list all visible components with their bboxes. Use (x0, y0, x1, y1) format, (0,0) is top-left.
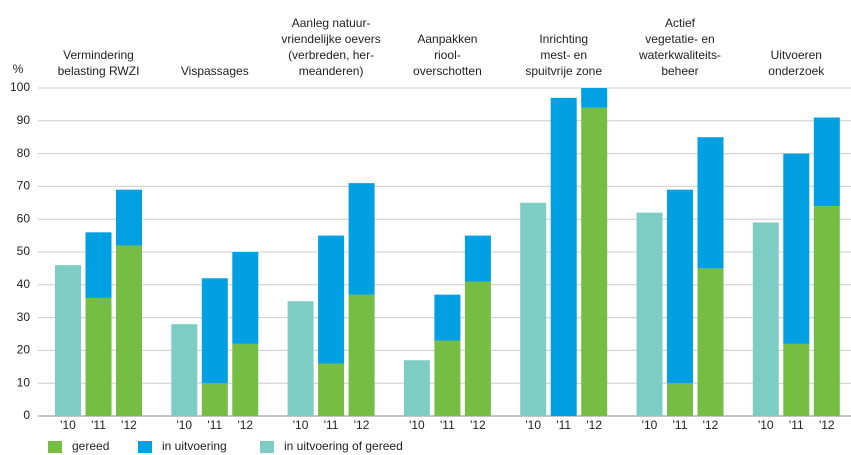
x-tick-label: '10 (60, 418, 76, 432)
x-tick-label: '10 (758, 418, 774, 432)
legend-label: gereed (72, 439, 109, 453)
bar (752, 222, 779, 416)
x-tick-label: '11 (556, 418, 571, 432)
x-tick-label: '10 (409, 418, 425, 432)
bar (116, 189, 142, 246)
x-tick-label: '11 (207, 418, 222, 432)
bar (464, 281, 491, 416)
y-tick-label: 90 (17, 113, 31, 127)
bar (403, 360, 430, 416)
group-label: overschotten (413, 64, 482, 78)
bar (348, 294, 375, 416)
bar (783, 343, 810, 416)
x-tick-label: '12 (354, 418, 370, 432)
group-label: belasting RWZI (58, 64, 140, 78)
x-tick-label: '11 (789, 418, 804, 432)
group-label: Actief (665, 16, 696, 30)
bar (232, 343, 259, 416)
group-label: Vermindering (63, 48, 134, 62)
bar (550, 97, 577, 416)
bar (318, 235, 345, 364)
bar (783, 153, 810, 344)
bar (581, 88, 608, 108)
bar (201, 278, 228, 384)
legend-swatch (260, 441, 274, 453)
bar (434, 294, 461, 341)
y-tick-label: 70 (17, 179, 31, 193)
bar (667, 189, 693, 384)
bar (697, 268, 724, 416)
y-tick-label: 50 (17, 244, 31, 258)
group-label: vegetatie- en (645, 32, 714, 46)
bar (232, 252, 259, 344)
legend-swatch (48, 441, 62, 453)
group-label: mest- en (540, 48, 587, 62)
x-tick-label: '12 (703, 418, 719, 432)
bar (85, 232, 112, 298)
x-tick-label: '10 (642, 418, 658, 432)
group-label: Aanpakken (417, 32, 477, 46)
y-tick-label: 40 (17, 277, 31, 291)
x-tick-label: '12 (121, 418, 137, 432)
legend-label: in uitvoering of gereed (284, 439, 403, 453)
y-tick-label: 80 (17, 146, 31, 160)
y-axis-label: % (13, 62, 24, 76)
bar (85, 297, 112, 416)
x-tick-label: '11 (673, 418, 688, 432)
bar (813, 117, 840, 207)
bar (318, 363, 345, 416)
bar (464, 235, 491, 282)
x-tick-label: '11 (324, 418, 339, 432)
bar (55, 265, 81, 416)
group-label: Vispassages (181, 64, 249, 78)
group-label: vriendelijke oevers (281, 32, 380, 46)
x-tick-label: '10 (293, 418, 309, 432)
bar (697, 137, 724, 269)
group-label: Inrichting (539, 32, 588, 46)
bar (520, 202, 547, 416)
group-label: riool- (434, 48, 461, 62)
bar (667, 383, 693, 416)
bar (813, 206, 840, 416)
legend-swatch (138, 441, 152, 453)
bar (287, 301, 314, 416)
bar (636, 212, 663, 416)
x-tick-label: '12 (819, 418, 835, 432)
x-tick-label: '10 (525, 418, 541, 432)
x-tick-label: '11 (91, 418, 106, 432)
group-label: (verbreden, her- (288, 48, 374, 62)
group-label: onderzoek (768, 64, 825, 78)
x-tick-label: '10 (176, 418, 192, 432)
legend-label: in uitvoering (162, 439, 227, 453)
x-tick-label: '12 (237, 418, 253, 432)
group-label: spuitvrije zone (525, 64, 602, 78)
y-tick-label: 60 (17, 211, 31, 225)
bar (434, 340, 461, 416)
y-tick-label: 100 (10, 80, 30, 94)
y-tick-label: 20 (17, 343, 31, 357)
y-tick-label: 0 (23, 408, 30, 422)
group-label: Aanleg natuur- (292, 16, 371, 30)
bar (581, 107, 608, 417)
bar (201, 383, 228, 416)
y-tick-label: 30 (17, 310, 31, 324)
group-label: Uitvoeren (771, 48, 822, 62)
group-label: beheer (661, 64, 698, 78)
bar (116, 245, 142, 416)
y-tick-label: 10 (17, 375, 31, 389)
bar (171, 324, 198, 416)
bar (348, 183, 375, 295)
group-label: waterkwaliteits- (638, 48, 721, 62)
x-tick-label: '12 (586, 418, 602, 432)
x-tick-label: '12 (470, 418, 486, 432)
x-tick-label: '11 (440, 418, 455, 432)
group-label: meanderen) (299, 64, 364, 78)
